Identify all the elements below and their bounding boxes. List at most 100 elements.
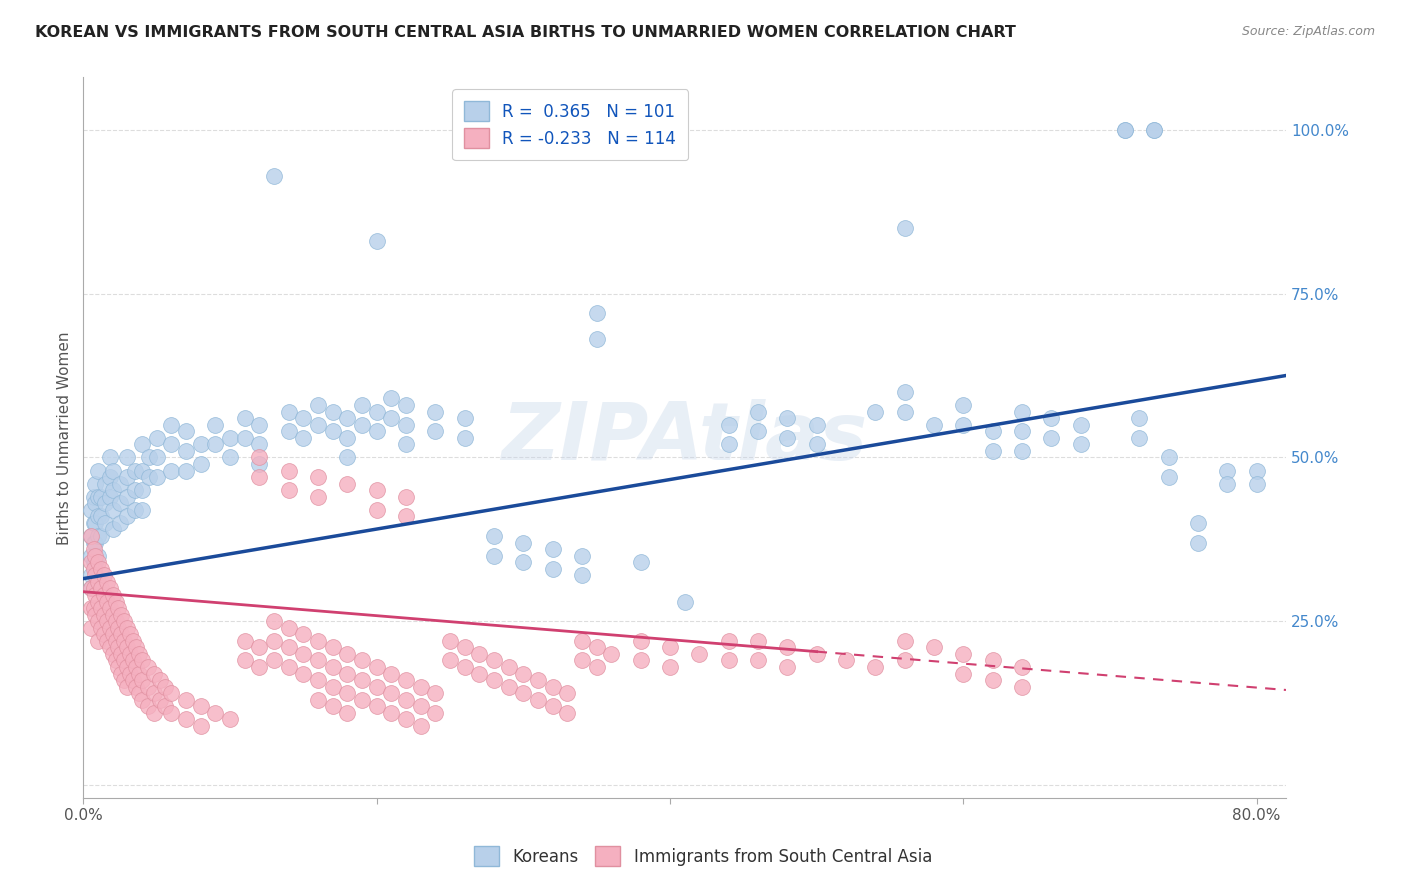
Point bbox=[366, 404, 388, 418]
Point bbox=[366, 680, 388, 694]
Point bbox=[117, 490, 139, 504]
Point bbox=[307, 398, 329, 412]
Point bbox=[174, 443, 197, 458]
Point bbox=[110, 627, 132, 641]
Point bbox=[84, 588, 107, 602]
Point bbox=[93, 627, 115, 641]
Point bbox=[117, 450, 139, 465]
Point bbox=[131, 463, 153, 477]
Point bbox=[101, 588, 124, 602]
Point bbox=[922, 417, 945, 432]
Point bbox=[101, 607, 124, 622]
Point bbox=[336, 686, 359, 700]
Point bbox=[79, 582, 101, 596]
Point bbox=[336, 411, 359, 425]
Point bbox=[307, 470, 329, 484]
Point bbox=[148, 693, 170, 707]
Point bbox=[124, 503, 146, 517]
Point bbox=[1114, 123, 1136, 137]
Point bbox=[922, 640, 945, 655]
Point bbox=[981, 673, 1004, 687]
Text: Source: ZipAtlas.com: Source: ZipAtlas.com bbox=[1241, 25, 1375, 38]
Point bbox=[83, 582, 105, 596]
Point bbox=[87, 529, 110, 543]
Text: KOREAN VS IMMIGRANTS FROM SOUTH CENTRAL ASIA BIRTHS TO UNMARRIED WOMEN CORRELATI: KOREAN VS IMMIGRANTS FROM SOUTH CENTRAL … bbox=[35, 25, 1017, 40]
Point bbox=[277, 621, 299, 635]
Point bbox=[893, 384, 915, 399]
Point bbox=[571, 549, 593, 563]
Point bbox=[94, 516, 117, 530]
Point bbox=[585, 306, 607, 320]
Point bbox=[600, 647, 623, 661]
Point bbox=[84, 568, 107, 582]
Point bbox=[512, 666, 534, 681]
Point bbox=[101, 627, 124, 641]
Point bbox=[1216, 476, 1239, 491]
Point bbox=[93, 588, 115, 602]
Point bbox=[425, 706, 447, 720]
Point bbox=[136, 680, 159, 694]
Point bbox=[350, 673, 373, 687]
Point bbox=[336, 647, 359, 661]
Point bbox=[409, 680, 432, 694]
Point bbox=[125, 640, 148, 655]
Point bbox=[247, 450, 270, 465]
Point bbox=[93, 607, 115, 622]
Point bbox=[190, 457, 212, 471]
Point bbox=[277, 660, 299, 674]
Point bbox=[112, 614, 135, 628]
Point bbox=[585, 640, 607, 655]
Point bbox=[1157, 450, 1180, 465]
Point bbox=[263, 169, 285, 183]
Point bbox=[277, 483, 299, 498]
Point bbox=[101, 647, 124, 661]
Point bbox=[263, 614, 285, 628]
Point bbox=[893, 221, 915, 235]
Point bbox=[107, 621, 129, 635]
Point bbox=[98, 470, 121, 484]
Point bbox=[104, 653, 127, 667]
Point bbox=[128, 666, 150, 681]
Point bbox=[138, 470, 160, 484]
Point bbox=[366, 660, 388, 674]
Point bbox=[87, 490, 110, 504]
Point bbox=[541, 680, 564, 694]
Point bbox=[84, 496, 107, 510]
Point bbox=[952, 666, 974, 681]
Point bbox=[219, 450, 242, 465]
Point bbox=[107, 660, 129, 674]
Point bbox=[98, 582, 121, 596]
Point bbox=[453, 660, 475, 674]
Point bbox=[247, 660, 270, 674]
Point bbox=[107, 601, 129, 615]
Point bbox=[101, 523, 124, 537]
Point bbox=[981, 653, 1004, 667]
Point bbox=[101, 503, 124, 517]
Point bbox=[124, 483, 146, 498]
Point bbox=[204, 417, 226, 432]
Point bbox=[83, 601, 105, 615]
Point bbox=[98, 601, 121, 615]
Point bbox=[247, 437, 270, 451]
Point bbox=[131, 673, 153, 687]
Point bbox=[122, 653, 145, 667]
Point bbox=[101, 463, 124, 477]
Point bbox=[395, 417, 418, 432]
Point bbox=[585, 333, 607, 347]
Point bbox=[776, 431, 799, 445]
Point bbox=[155, 699, 177, 714]
Point bbox=[350, 653, 373, 667]
Point bbox=[380, 666, 402, 681]
Point bbox=[247, 417, 270, 432]
Point bbox=[96, 633, 118, 648]
Point bbox=[336, 666, 359, 681]
Point bbox=[174, 713, 197, 727]
Point bbox=[87, 463, 110, 477]
Point bbox=[1011, 660, 1033, 674]
Point bbox=[233, 431, 256, 445]
Point bbox=[307, 633, 329, 648]
Point bbox=[148, 673, 170, 687]
Point bbox=[131, 503, 153, 517]
Point bbox=[84, 476, 107, 491]
Point bbox=[79, 503, 101, 517]
